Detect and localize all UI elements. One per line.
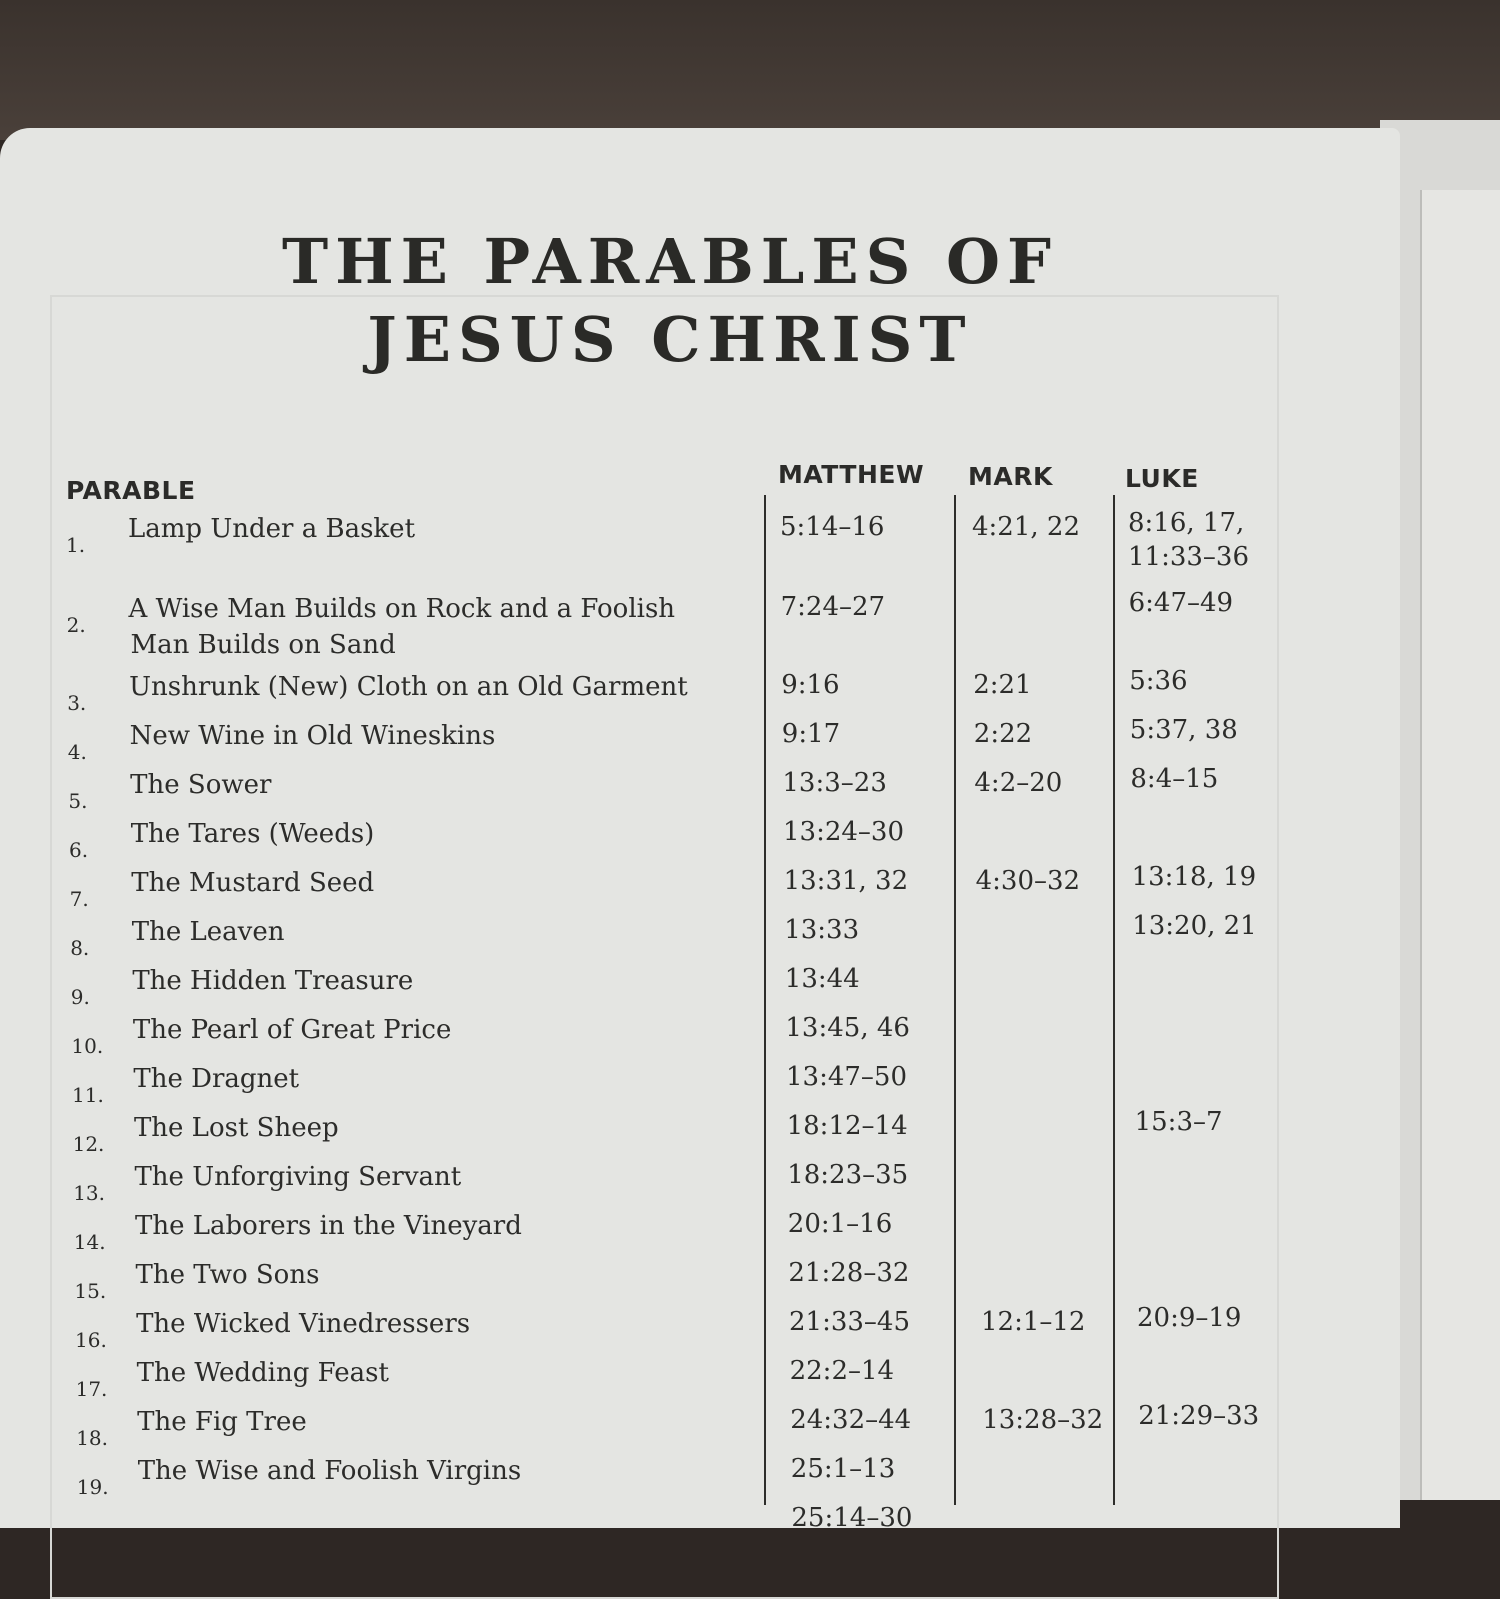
row-9-matthew: 13:44 bbox=[784, 964, 860, 994]
row-12-luke: 15:3–7 bbox=[1134, 1107, 1223, 1137]
row-3-mark: 2:21 bbox=[973, 670, 1032, 700]
row-16-luke: 20:9–19 bbox=[1137, 1303, 1242, 1333]
desk-background bbox=[0, 0, 1500, 140]
row-13-matthew: 18:23–35 bbox=[787, 1160, 909, 1190]
row-7-matthew: 13:31, 32 bbox=[783, 866, 909, 896]
header-luke: LUKE bbox=[1125, 464, 1199, 493]
row-16-parable: The Wicked Vinedressers bbox=[136, 1309, 471, 1339]
row-2-matthew: 7:24–27 bbox=[780, 592, 886, 622]
page-title-line1: THE PARABLES OF bbox=[281, 225, 1059, 298]
row-15-matthew: 21:28–32 bbox=[788, 1258, 910, 1288]
row-16-mark: 12:1–12 bbox=[981, 1307, 1086, 1337]
row-5-parable: The Sower bbox=[130, 770, 272, 800]
row-18-mark: 13:28–32 bbox=[982, 1405, 1104, 1435]
row-12-matthew: 18:12–14 bbox=[786, 1111, 908, 1141]
row-1-luke: 8:16, 17, bbox=[1128, 508, 1245, 538]
row-8-num: 8. bbox=[70, 936, 90, 960]
row-7-luke: 13:18, 19 bbox=[1131, 862, 1257, 892]
row-3-matthew: 9:16 bbox=[781, 670, 840, 700]
row-12-num: 12. bbox=[72, 1132, 105, 1156]
row-9-parable: The Hidden Treasure bbox=[132, 966, 414, 996]
page-edge bbox=[1420, 190, 1500, 1500]
row-8-luke: 13:20, 21 bbox=[1132, 911, 1257, 941]
row-2-luke: 6:47–49 bbox=[1128, 588, 1234, 618]
row-8-matthew: 13:33 bbox=[784, 915, 860, 945]
column-divider bbox=[764, 495, 766, 1505]
row-18-luke: 21:29–33 bbox=[1138, 1401, 1260, 1431]
row-9-num: 9. bbox=[70, 985, 90, 1009]
page-title-line2: JESUS CHRIST bbox=[367, 303, 973, 376]
row-16-num: 16. bbox=[75, 1328, 107, 1352]
row-17-parable: The Wedding Feast bbox=[136, 1358, 389, 1388]
row-4-luke: 5:37, 38 bbox=[1129, 715, 1238, 745]
row-2-parable2: Man Builds on Sand bbox=[130, 630, 396, 660]
row-15-parable: The Two Sons bbox=[135, 1260, 320, 1290]
row-13-parable: The Unforgiving Servant bbox=[134, 1162, 462, 1192]
row-11-num: 11. bbox=[72, 1083, 104, 1107]
header-mark: MARK bbox=[968, 462, 1053, 491]
row-20-matthew: 25:14–30 bbox=[791, 1503, 913, 1533]
row-17-matthew: 22:2–14 bbox=[789, 1356, 895, 1386]
row-19-matthew: 25:1–13 bbox=[790, 1454, 896, 1484]
row-4-parable: New Wine in Old Wineskins bbox=[129, 721, 496, 751]
row-14-parable: The Laborers in the Vineyard bbox=[135, 1211, 522, 1241]
row-17-num: 17. bbox=[75, 1377, 108, 1401]
row-1-matthew: 5:14–16 bbox=[780, 512, 885, 542]
row-15-num: 15. bbox=[74, 1279, 107, 1303]
row-19-num: 19. bbox=[76, 1475, 109, 1499]
row-3-num: 3. bbox=[67, 691, 87, 715]
row-7-parable: The Mustard Seed bbox=[131, 868, 375, 898]
row-3-luke: 5:36 bbox=[1129, 666, 1188, 696]
row-12-parable: The Lost Sheep bbox=[133, 1113, 339, 1143]
row-2-parable: A Wise Man Builds on Rock and a Foolish bbox=[128, 594, 676, 624]
row-18-num: 18. bbox=[76, 1426, 108, 1450]
row-10-parable: The Pearl of Great Price bbox=[132, 1015, 452, 1045]
row-2-num: 2. bbox=[66, 613, 86, 637]
row-10-matthew: 13:45, 46 bbox=[785, 1013, 910, 1043]
row-1-parable: Lamp Under a Basket bbox=[128, 514, 416, 544]
row-16-matthew: 21:33–45 bbox=[789, 1307, 911, 1337]
header-parable: PARABLE bbox=[66, 476, 196, 505]
row-6-matthew: 13:24–30 bbox=[783, 817, 905, 847]
row-11-matthew: 13:47–50 bbox=[786, 1062, 908, 1092]
row-6-parable: The Tares (Weeds) bbox=[130, 819, 375, 849]
row-4-num: 4. bbox=[67, 740, 87, 764]
row-11-parable: The Dragnet bbox=[133, 1064, 300, 1094]
row-3-parable: Unshrunk (New) Cloth on an Old Garment bbox=[129, 672, 688, 702]
row-7-mark: 4:30–32 bbox=[975, 866, 1081, 896]
row-5-num: 5. bbox=[68, 789, 88, 813]
row-8-parable: The Leaven bbox=[131, 917, 285, 947]
row-10-num: 10. bbox=[71, 1034, 104, 1058]
row-5-luke: 8:4–15 bbox=[1130, 764, 1219, 794]
row-19-parable: The Wise and Foolish Virgins bbox=[137, 1456, 522, 1486]
row-5-matthew: 13:3–23 bbox=[782, 768, 887, 798]
row-7-num: 7. bbox=[69, 887, 89, 911]
row-1-luke2: 11:33–36 bbox=[1128, 542, 1250, 572]
column-divider bbox=[954, 495, 956, 1505]
row-18-matthew: 24:32–44 bbox=[790, 1405, 912, 1435]
header-matthew: MATTHEW bbox=[778, 460, 925, 489]
book-page bbox=[0, 128, 1400, 1528]
row-14-num: 14. bbox=[73, 1230, 106, 1254]
row-18-parable: The Fig Tree bbox=[137, 1407, 307, 1437]
row-13-num: 13. bbox=[73, 1181, 105, 1205]
column-divider bbox=[1113, 495, 1115, 1505]
row-1-mark: 4:21, 22 bbox=[972, 512, 1080, 542]
row-5-mark: 4:2–20 bbox=[974, 768, 1063, 798]
row-4-mark: 2:22 bbox=[973, 719, 1033, 749]
row-4-matthew: 9:17 bbox=[781, 719, 841, 749]
row-6-num: 6. bbox=[69, 838, 89, 862]
row-1-num: 1. bbox=[66, 533, 86, 557]
row-14-matthew: 20:1–16 bbox=[787, 1209, 893, 1239]
